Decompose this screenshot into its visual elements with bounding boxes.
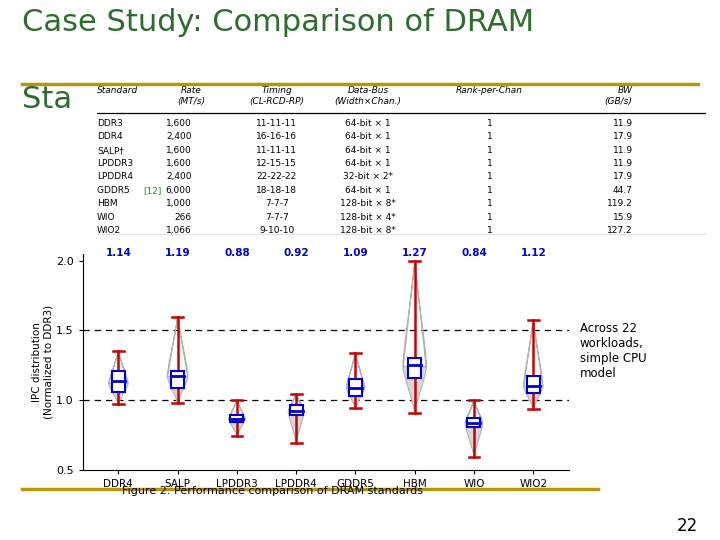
Text: 64-bit × 1: 64-bit × 1 [345,159,391,168]
Text: 0.84: 0.84 [461,248,487,258]
Text: 128-bit × 4*: 128-bit × 4* [340,213,396,221]
Text: 11-11-11: 11-11-11 [256,119,297,128]
Text: 0.92: 0.92 [284,248,309,258]
Text: 1.14: 1.14 [105,248,131,258]
Text: 1,600: 1,600 [166,119,192,128]
Text: 266: 266 [174,213,192,221]
Text: 64-bit × 1: 64-bit × 1 [345,132,391,141]
Text: 128-bit × 8*: 128-bit × 8* [340,226,396,235]
Text: 2,400: 2,400 [166,172,192,181]
Text: 12-15-15: 12-15-15 [256,159,297,168]
Text: Rate
(MT/s): Rate (MT/s) [178,86,205,106]
Bar [527,376,540,393]
Text: 1: 1 [487,226,492,235]
Text: GDDR5: GDDR5 [97,186,132,195]
Text: 15.9: 15.9 [613,213,633,221]
Text: 17.9: 17.9 [613,172,633,181]
Text: 9-10-10: 9-10-10 [259,226,294,235]
Text: 22: 22 [677,517,698,535]
Bar [349,379,362,396]
Text: 64-bit × 1: 64-bit × 1 [345,146,391,155]
Text: Case Study: Comparison of DRAM: Case Study: Comparison of DRAM [22,8,534,37]
Text: 1: 1 [487,172,492,181]
Text: 1: 1 [487,213,492,221]
Text: 11.9: 11.9 [613,146,633,155]
Text: 32-bit × 2*: 32-bit × 2* [343,172,393,181]
Text: 11.9: 11.9 [613,159,633,168]
Text: Across 22
workloads,
simple CPU
model: Across 22 workloads, simple CPU model [580,322,647,380]
Text: 1.09: 1.09 [343,248,368,258]
Text: WIO: WIO [97,213,116,221]
Text: 1,600: 1,600 [166,146,192,155]
Text: 18-18-18: 18-18-18 [256,186,297,195]
Text: 1: 1 [487,119,492,128]
Text: Sta: Sta [22,85,72,114]
Text: 11-11-11: 11-11-11 [256,146,297,155]
Bar [408,359,421,378]
Text: 7-7-7: 7-7-7 [265,199,289,208]
Text: [12]: [12] [143,186,161,195]
Text: BW
(GB/s): BW (GB/s) [605,86,633,106]
Text: DDR4: DDR4 [97,132,123,141]
Text: 127.2: 127.2 [607,226,633,235]
Text: 64-bit × 1: 64-bit × 1 [345,119,391,128]
Text: 1,066: 1,066 [166,226,192,235]
Text: 17.9: 17.9 [613,132,633,141]
Text: Figure 2. Performance comparison of DRAM standards: Figure 2. Performance comparison of DRAM… [122,486,423,496]
Text: 44.7: 44.7 [613,186,633,195]
Text: 22-22-22: 22-22-22 [256,172,297,181]
Text: 1: 1 [487,159,492,168]
Text: 11.9: 11.9 [613,119,633,128]
Text: 1: 1 [487,132,492,141]
Text: 1,000: 1,000 [166,199,192,208]
Text: 0.88: 0.88 [224,248,250,258]
Text: DDR3: DDR3 [97,119,123,128]
Bar [171,371,184,388]
Text: 7-7-7: 7-7-7 [265,213,289,221]
Text: 2,400: 2,400 [166,132,192,141]
Bar [230,415,243,422]
Text: 1: 1 [487,186,492,195]
Bar [467,417,480,427]
Text: 64-bit × 1: 64-bit × 1 [345,186,391,195]
Text: 1: 1 [487,146,492,155]
Text: SALP†: SALP† [97,146,124,155]
Y-axis label: IPC distribution
(Normalized to DDR3): IPC distribution (Normalized to DDR3) [32,305,53,419]
Text: 119.2: 119.2 [607,199,633,208]
Text: LPDDR3: LPDDR3 [97,159,133,168]
Text: 1.19: 1.19 [165,248,191,258]
Text: 16-16-16: 16-16-16 [256,132,297,141]
Bar [112,371,125,392]
Text: 6,000: 6,000 [166,186,192,195]
Text: HBM: HBM [97,199,118,208]
Text: LPDDR4: LPDDR4 [97,172,133,181]
Text: 128-bit × 8*: 128-bit × 8* [340,199,396,208]
Text: 1.12: 1.12 [521,248,546,258]
Text: Data-Bus
(Width×Chan.): Data-Bus (Width×Chan.) [334,86,402,106]
Text: WIO2: WIO2 [97,226,122,235]
Text: Rank-per-Chan: Rank-per-Chan [456,86,523,96]
Text: Timing
(CL-RCD-RP): Timing (CL-RCD-RP) [249,86,304,106]
Bar [289,405,302,415]
Text: 1: 1 [487,199,492,208]
Text: 1.27: 1.27 [402,248,428,258]
Text: Standard: Standard [97,86,138,96]
Text: 1,600: 1,600 [166,159,192,168]
